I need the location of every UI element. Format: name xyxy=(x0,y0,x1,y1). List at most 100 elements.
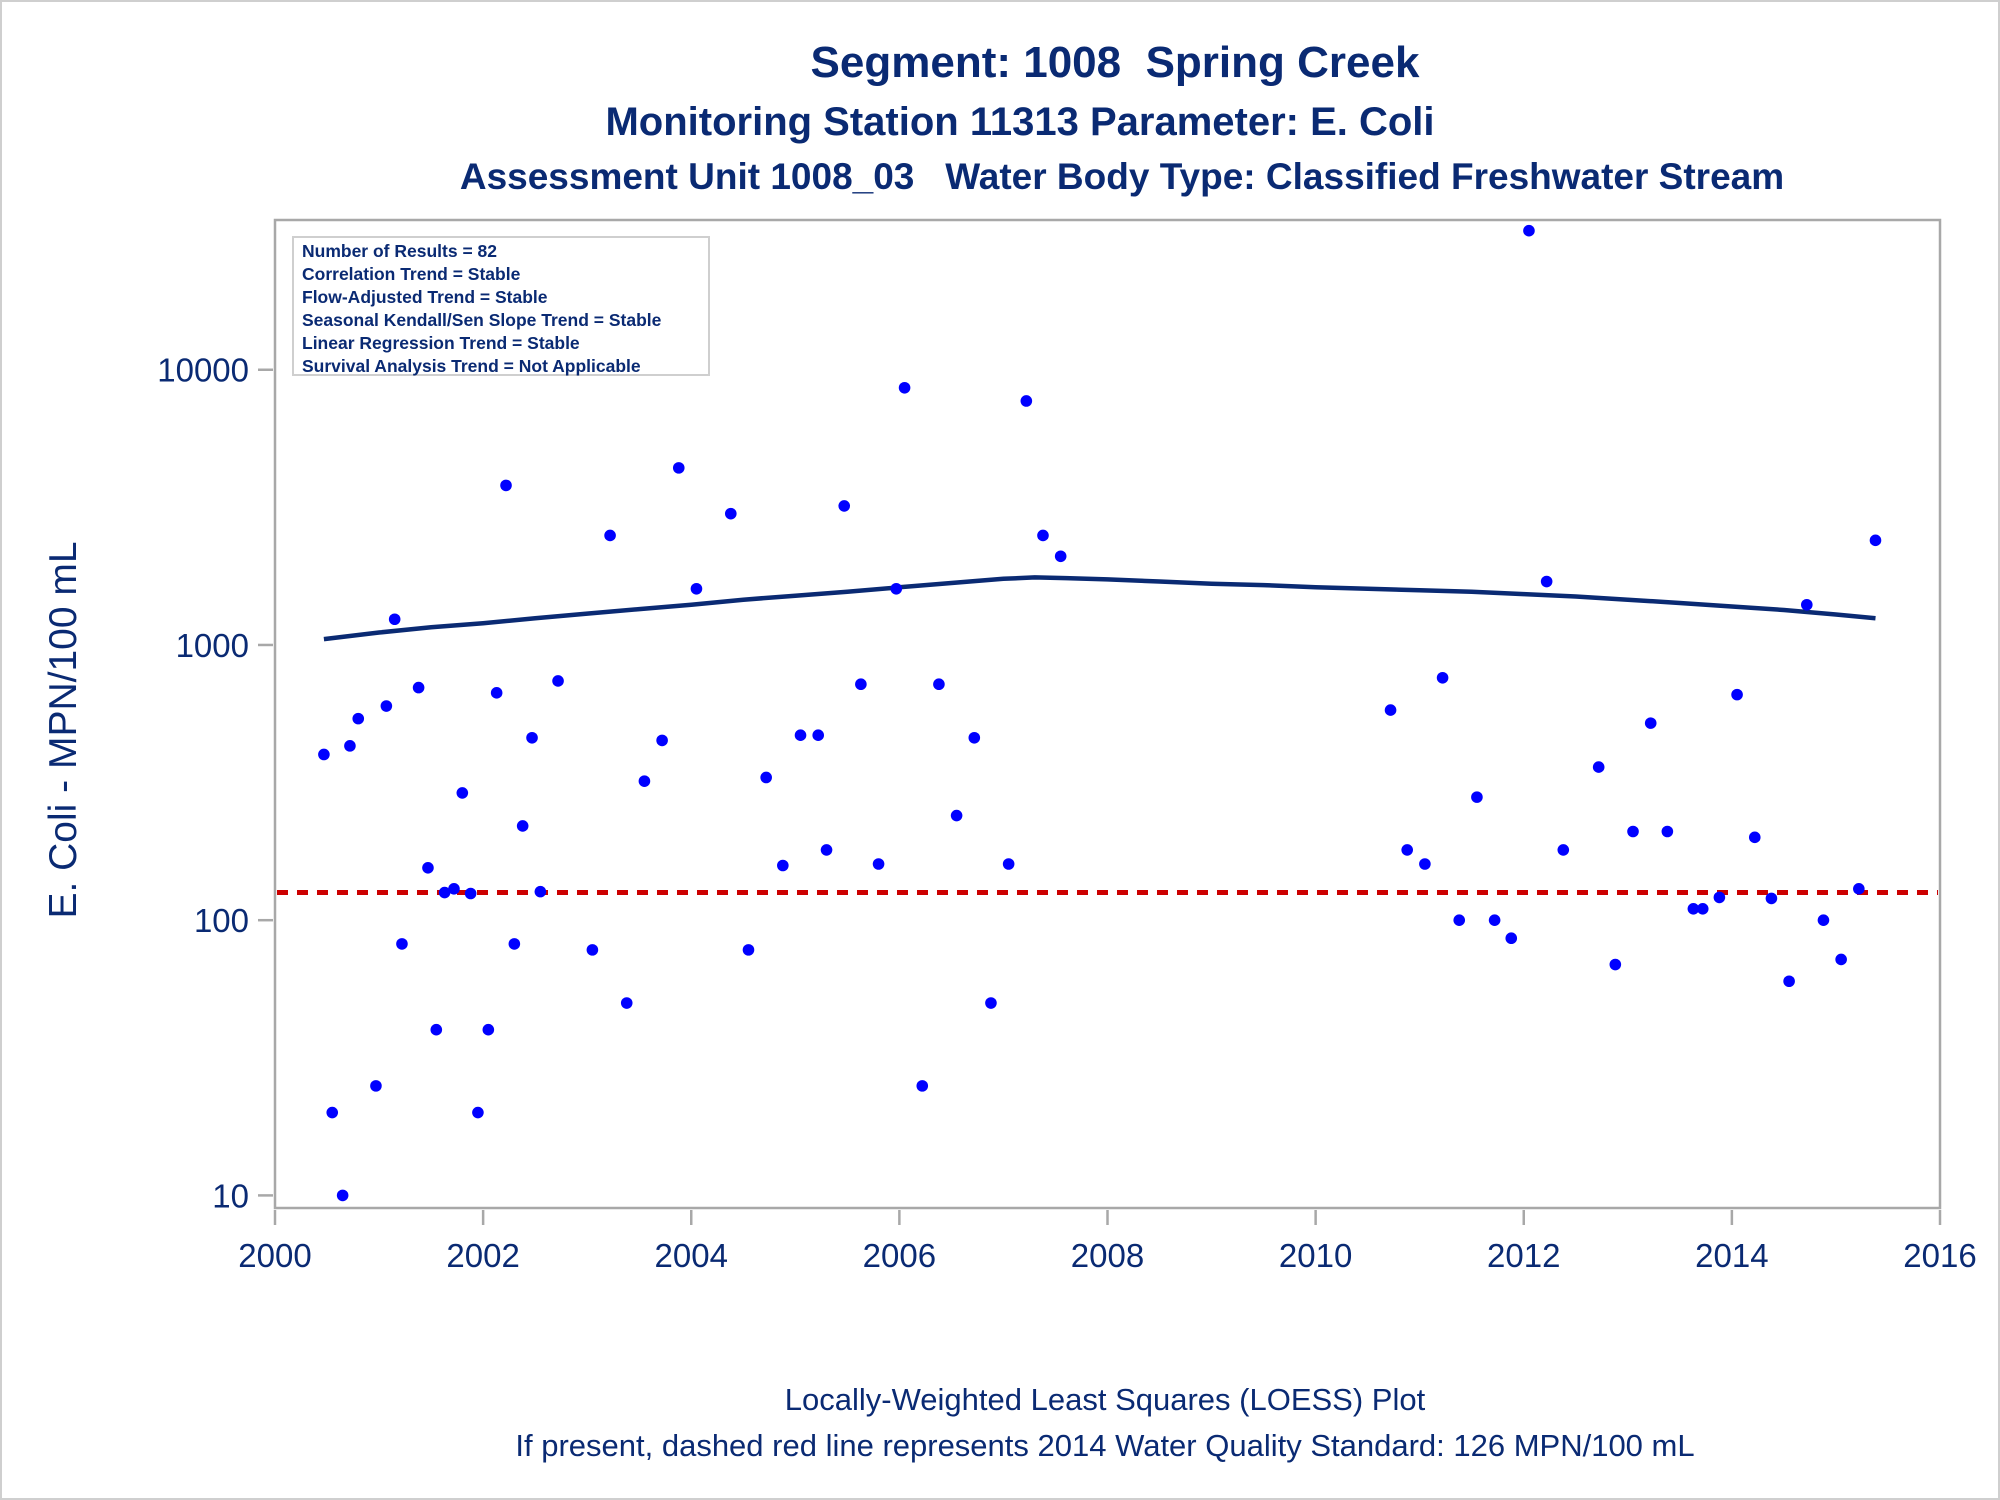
data-point xyxy=(1557,844,1570,856)
y-tick-label: 10 xyxy=(212,1177,249,1214)
data-point xyxy=(1453,914,1466,926)
data-point xyxy=(482,1023,495,1036)
data-point xyxy=(412,681,425,694)
data-point xyxy=(604,529,616,542)
y-tick-label: 100 xyxy=(194,902,249,939)
legend-line-correlation: Correlation Trend = Stable xyxy=(302,264,521,284)
trend-legend-box: Number of Results = 82 Correlation Trend… xyxy=(292,236,710,376)
x-tick-label: 2014 xyxy=(1695,1237,1768,1274)
data-point xyxy=(1471,791,1483,803)
y-tick-label: 10000 xyxy=(157,352,249,389)
data-point xyxy=(318,748,330,761)
data-point xyxy=(812,729,825,742)
x-tick-label: 2016 xyxy=(1903,1237,1976,1274)
plot-area-border xyxy=(273,218,1942,1210)
data-point xyxy=(422,862,434,874)
data-point xyxy=(1401,844,1413,856)
data-point xyxy=(820,844,833,856)
footnote-loess: Locally-Weighted Least Squares (LOESS) P… xyxy=(784,1382,1426,1417)
data-point xyxy=(620,997,633,1009)
legend-line-flow-adjusted: Flow-Adjusted Trend = Stable xyxy=(302,287,548,307)
data-point xyxy=(1696,902,1709,915)
data-point xyxy=(336,1189,349,1202)
data-point xyxy=(1540,575,1553,588)
x-tick-label: 2004 xyxy=(655,1237,728,1274)
data-point xyxy=(1644,717,1657,729)
data-point xyxy=(516,820,529,832)
y-tick-label: 1000 xyxy=(176,627,249,664)
data-point xyxy=(508,938,521,950)
data-point xyxy=(396,938,408,950)
data-point xyxy=(855,678,867,691)
data-point xyxy=(464,887,477,900)
x-tick-label: 2008 xyxy=(1071,1237,1144,1274)
data-point xyxy=(1835,953,1847,966)
data-point xyxy=(344,740,356,752)
legend-line-linear-regression: Linear Regression Trend = Stable xyxy=(302,333,580,353)
data-point xyxy=(472,1106,484,1119)
data-point xyxy=(890,582,903,595)
x-tick-label: 2010 xyxy=(1279,1237,1352,1274)
data-point xyxy=(352,712,365,725)
data-point xyxy=(1488,914,1501,926)
data-point xyxy=(968,731,981,744)
data-point xyxy=(1384,704,1397,716)
data-point xyxy=(690,582,703,595)
data-point xyxy=(916,1080,929,1092)
data-point xyxy=(500,479,512,492)
data-point xyxy=(448,883,460,895)
chart-title: Segment: 1008 Spring Creek xyxy=(810,38,1420,87)
data-point xyxy=(1436,671,1449,684)
x-tick-label: 2006 xyxy=(863,1237,936,1274)
data-point xyxy=(430,1023,443,1036)
data-point xyxy=(586,944,599,956)
data-point xyxy=(534,885,547,898)
data-point xyxy=(985,997,997,1009)
data-point xyxy=(724,507,737,520)
data-point xyxy=(1748,831,1761,844)
data-point xyxy=(1765,892,1778,905)
data-point xyxy=(1002,858,1015,870)
data-point xyxy=(1783,975,1795,988)
data-point xyxy=(672,462,685,474)
x-tick-label: 2000 xyxy=(238,1237,311,1274)
data-point xyxy=(1661,825,1674,838)
data-point xyxy=(950,809,963,822)
data-point xyxy=(1020,395,1033,407)
data-point xyxy=(1731,688,1743,701)
legend-line-seasonal-kendall: Seasonal Kendall/Sen Slope Trend = Stabl… xyxy=(302,310,662,330)
data-point xyxy=(456,787,469,799)
x-tick-label: 2002 xyxy=(446,1237,519,1274)
data-point xyxy=(326,1106,339,1119)
data-point xyxy=(656,734,668,747)
data-point xyxy=(1505,932,1518,945)
data-point xyxy=(898,381,911,394)
data-point xyxy=(777,859,789,872)
data-point xyxy=(760,771,772,784)
data-point xyxy=(526,731,538,744)
footnote-standard: If present, dashed red line represents 2… xyxy=(515,1428,1695,1463)
x-tick-label: 2012 xyxy=(1487,1237,1560,1274)
chart-subtitle: Monitoring Station 11313 Parameter: E. C… xyxy=(605,100,1435,144)
data-point xyxy=(1609,958,1622,971)
data-point xyxy=(380,700,393,712)
data-point xyxy=(794,729,807,742)
data-point xyxy=(490,687,503,699)
data-point xyxy=(872,858,885,870)
data-point xyxy=(1419,858,1431,870)
loess-curve xyxy=(323,575,1876,642)
data-point xyxy=(1627,825,1639,838)
data-point xyxy=(1523,224,1535,237)
data-point xyxy=(388,613,401,626)
legend-line-results: Number of Results = 82 xyxy=(302,241,497,261)
data-point xyxy=(742,944,755,956)
data-point xyxy=(370,1080,382,1092)
data-point xyxy=(1687,902,1700,915)
data-point xyxy=(933,678,945,691)
data-point xyxy=(1037,529,1049,542)
data-point xyxy=(552,675,564,687)
data-point xyxy=(838,500,851,512)
data-point xyxy=(1713,891,1726,904)
